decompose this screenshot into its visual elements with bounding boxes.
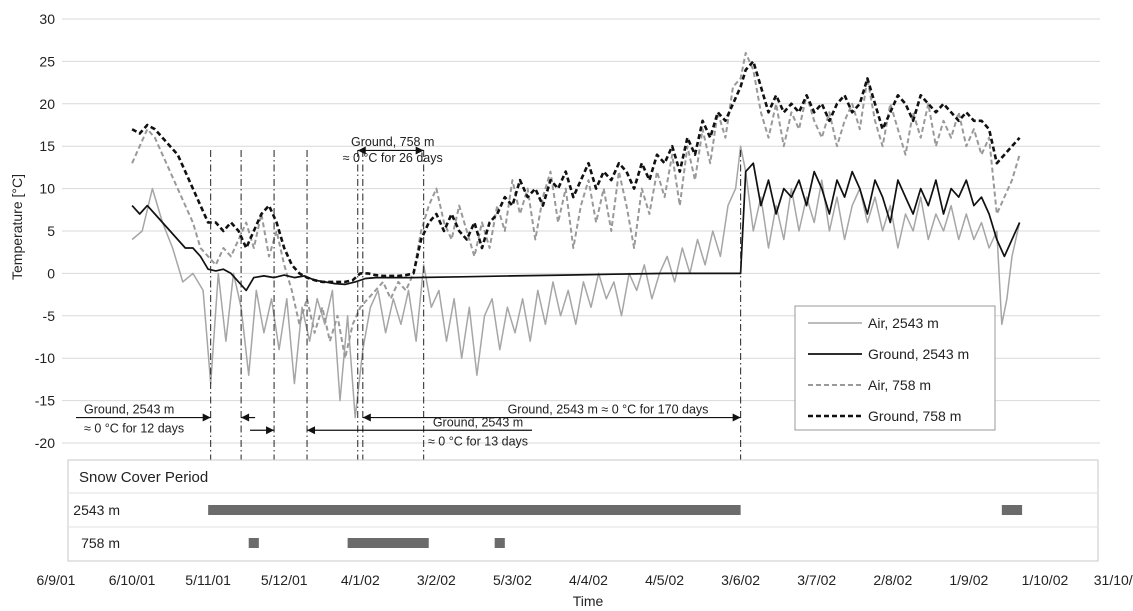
x-tick-label: 1/10/02	[1022, 572, 1069, 588]
arrowhead-left	[307, 426, 316, 435]
arrowhead-right	[732, 413, 741, 422]
annotation-text: ≈ 0 °C for 13 days	[428, 434, 528, 448]
arrowhead-left	[241, 413, 250, 422]
legend: Air, 2543 m Ground, 2543 m Air, 758 m Groun…	[794, 305, 996, 431]
x-tick-label: 1/9/02	[949, 572, 988, 588]
event-lines	[210, 150, 742, 549]
y-tick-label: -5	[43, 308, 56, 324]
legend-label: Air, 758 m	[868, 377, 931, 393]
snow-row-label: 2543 m	[73, 502, 120, 518]
y-tick-label: 25	[39, 53, 55, 69]
legend-box	[794, 305, 996, 431]
arrowhead-right	[415, 146, 424, 155]
y-tick-label: 30	[39, 11, 55, 27]
y-tick-label: 15	[39, 138, 55, 154]
arrowhead-right	[202, 413, 211, 422]
x-tick-label: 6/10/01	[109, 572, 156, 588]
snow-period-bar	[208, 505, 741, 515]
snow-period-bar	[248, 538, 259, 548]
x-tick-labels: 6/9/01 6/10/01 5/11/01 5/12/01 4/1/02 3/2/02 5…	[37, 572, 1133, 588]
y-tick-label: -20	[35, 435, 55, 451]
x-tick-label: 3/6/02	[721, 572, 760, 588]
legend-label: Air, 2543 m	[868, 315, 939, 331]
series-line-2	[131, 51, 1021, 360]
legend-label: Ground, 2543 m	[868, 346, 969, 362]
x-tick-label: 4/1/02	[341, 572, 380, 588]
x-tick-label: 5/3/02	[493, 572, 532, 588]
annotation-text: Ground, 758 m	[351, 135, 434, 149]
snow-period-bar	[1001, 505, 1023, 515]
series-line-0	[131, 145, 1021, 419]
annotation-text: ≈ 0 °C for 26 days	[343, 151, 443, 165]
y-tick-label: 10	[39, 181, 55, 197]
x-tick-label: 4/5/02	[645, 572, 684, 588]
snow-period-bar	[347, 538, 429, 548]
x-tick-label: 3/2/02	[417, 572, 456, 588]
annotations: Ground, 758 m ≈ 0 °C for 26 days Ground, 2…	[76, 135, 741, 448]
x-axis-label: Time	[573, 593, 604, 609]
y-axis-label: Temperature [°C]	[9, 174, 25, 280]
arrowhead-left	[362, 413, 371, 422]
x-tick-label: 5/11/01	[185, 572, 231, 588]
series-line-1	[131, 162, 1021, 292]
snow-panel-title: Snow Cover Period	[79, 469, 208, 486]
y-tick-labels: -20 -15 -10 -5 0 5 10 15 20 25 30	[35, 11, 55, 451]
x-tick-label: 5/12/01	[261, 572, 308, 588]
y-tick-label: 0	[47, 265, 55, 281]
x-tick-label: 6/9/01	[37, 572, 76, 588]
annotation-text: Ground, 2543 m	[84, 403, 174, 417]
annotation-text: Ground, 2543 m ≈ 0 °C for 170 days	[508, 403, 709, 417]
arrowhead-right	[266, 426, 275, 435]
snow-cover-panel: Snow Cover Period 2543 m 758 m	[67, 459, 1099, 562]
arrowhead-left	[357, 146, 366, 155]
y-tick-label: 20	[39, 96, 55, 112]
annotation-text: ≈ 0 °C for 12 days	[84, 422, 184, 436]
x-tick-label: 2/8/02	[873, 572, 912, 588]
y-gridlines	[62, 18, 1100, 444]
y-tick-label: 5	[47, 223, 55, 239]
series-line-3	[131, 60, 1021, 284]
snow-period-bar	[494, 538, 505, 548]
snow-rows: 2543 m 758 m	[73, 502, 1023, 551]
x-tick-label: 31/10/02	[1094, 572, 1133, 588]
x-tick-label: 4/4/02	[569, 572, 608, 588]
annotation-text: Ground, 2543 m	[433, 415, 523, 429]
y-tick-label: -15	[35, 393, 55, 409]
y-tick-label: -10	[35, 350, 55, 366]
snow-row-label: 758 m	[81, 535, 120, 551]
legend-label: Ground, 758 m	[868, 408, 961, 424]
x-tick-label: 3/7/02	[797, 572, 836, 588]
series-lines	[131, 51, 1021, 419]
